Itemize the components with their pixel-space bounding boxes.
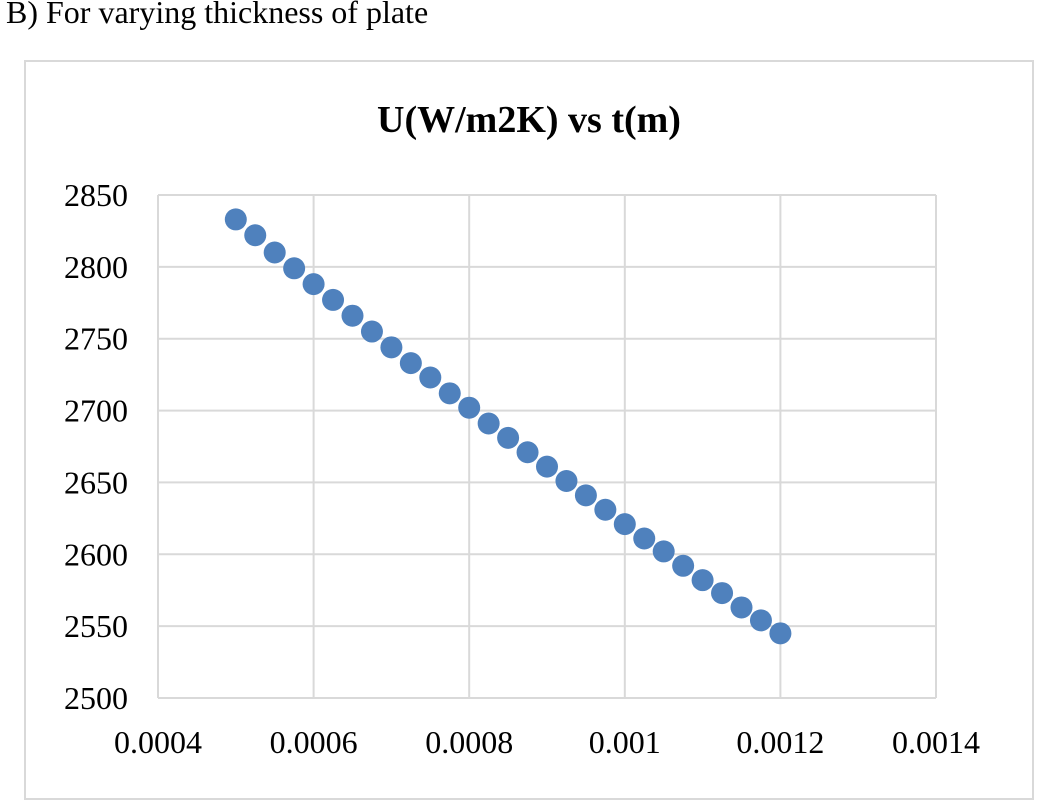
x-tick-label: 0.0006 [270,724,358,760]
x-tick-label: 0.0012 [736,724,824,760]
data-point [691,569,714,592]
x-tick-label: 0.0008 [425,724,513,760]
data-point [224,208,247,231]
data-point [263,241,286,264]
data-point [341,304,364,327]
data-point [633,527,656,550]
gridlines [158,194,937,698]
chart-frame [24,60,1034,800]
data-point [555,469,578,492]
tick-labels: 2500 2550 2600 2650 2700 2750 2800 2850 0.0004 0.… [64,177,980,760]
data-point [380,336,403,359]
data-point [302,273,325,296]
data-point [672,554,695,577]
data-point [730,596,753,619]
y-tick-label: 2700 [64,393,128,429]
axes [157,195,936,699]
data-point [360,320,383,343]
data-point [458,396,481,419]
data-point [399,352,422,375]
data-point [652,540,675,563]
data-point [477,412,500,435]
data-point [244,224,267,247]
data-point [749,609,772,632]
chart-title: U(W/m2K) vs t(m) [377,99,681,141]
data-point [594,498,617,521]
x-tick-label: 0.001 [589,724,661,760]
section-heading: B) For varying thickness of plate [6,0,429,30]
data-point [516,441,539,464]
y-tick-label: 2850 [64,177,128,213]
data-point [419,366,442,389]
x-tick-label: 0.0004 [114,724,202,760]
data-point [438,382,461,405]
y-tick-label: 2500 [64,680,128,716]
data-point [283,257,306,280]
data-point [497,426,520,449]
y-tick-label: 2600 [64,536,128,572]
data-point [769,622,792,645]
y-tick-label: 2550 [64,608,128,644]
data-point [322,288,345,311]
x-tick-label: 0.0014 [892,724,980,760]
y-tick-label: 2650 [64,464,128,500]
data-point [574,484,597,507]
data-point [536,455,558,478]
data-point [711,582,734,605]
data-point [613,513,636,536]
y-tick-label: 2800 [64,249,128,285]
y-tick-label: 2750 [64,321,128,357]
data-points [224,208,792,645]
